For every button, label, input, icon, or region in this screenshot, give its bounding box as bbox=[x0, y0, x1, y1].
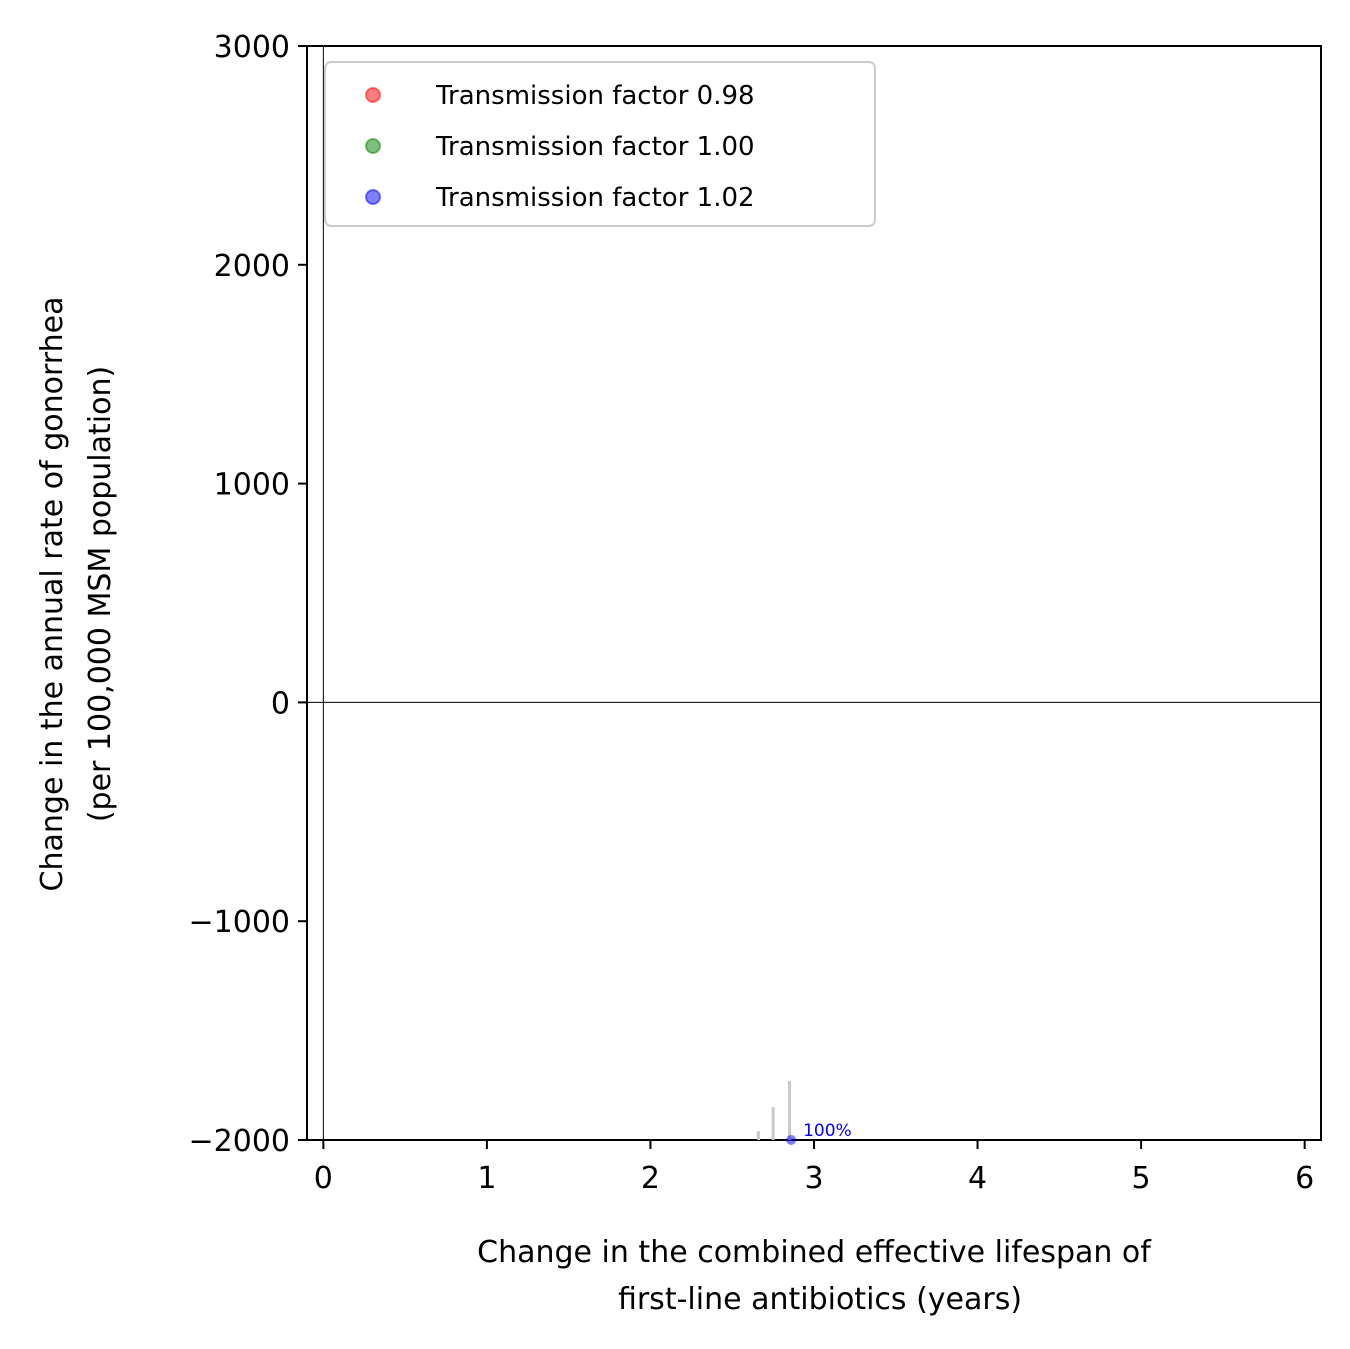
x-tick-label: 6 bbox=[1295, 1161, 1314, 1196]
data-points: 100% bbox=[786, 1121, 852, 1145]
x-tick-label: 1 bbox=[477, 1161, 496, 1196]
legend: Transmission factor 0.98 Transmission fa… bbox=[324, 61, 876, 227]
legend-marker-2 bbox=[365, 189, 381, 205]
y-tick-label: 0 bbox=[271, 686, 290, 721]
x-tick-label: 3 bbox=[804, 1161, 823, 1196]
y-tick-label: 1000 bbox=[214, 468, 290, 503]
error-bars bbox=[756, 1080, 791, 1140]
legend-label-0: Transmission factor 0.98 bbox=[435, 81, 755, 111]
y-axis: −2000 −1000 0 1000 2000 3000 bbox=[189, 30, 307, 1159]
y-axis-title-line-1: Change in the annual rate of gonorrhea bbox=[35, 297, 70, 892]
legend-box bbox=[324, 61, 876, 227]
point-annotation: 100% bbox=[803, 1121, 852, 1141]
x-axis: 0 1 2 3 4 5 6 bbox=[314, 1140, 1314, 1196]
x-tick-label: 0 bbox=[314, 1161, 333, 1196]
legend-label-1: Transmission factor 1.00 bbox=[435, 132, 755, 162]
x-axis-title-line-1: Change in the combined effective lifespa… bbox=[477, 1235, 1152, 1270]
y-tick-label: 2000 bbox=[214, 249, 290, 284]
y-tick-label: 3000 bbox=[214, 30, 290, 65]
y-tick-label: −2000 bbox=[189, 1124, 290, 1159]
legend-marker-0 bbox=[365, 87, 381, 103]
legend-marker-1 bbox=[365, 138, 381, 154]
x-tick-label: 5 bbox=[1132, 1161, 1151, 1196]
legend-label-2: Transmission factor 1.02 bbox=[435, 183, 755, 213]
data-point bbox=[786, 1135, 797, 1145]
x-axis-title-line-2: first-line antibiotics (years) bbox=[618, 1282, 1022, 1317]
y-axis-title-line-2: (per 100,000 MSM population) bbox=[83, 366, 118, 822]
y-tick-label: −1000 bbox=[189, 905, 290, 940]
x-tick-label: 4 bbox=[968, 1161, 987, 1196]
x-tick-label: 2 bbox=[641, 1161, 660, 1196]
reference-lines bbox=[307, 46, 1321, 1140]
